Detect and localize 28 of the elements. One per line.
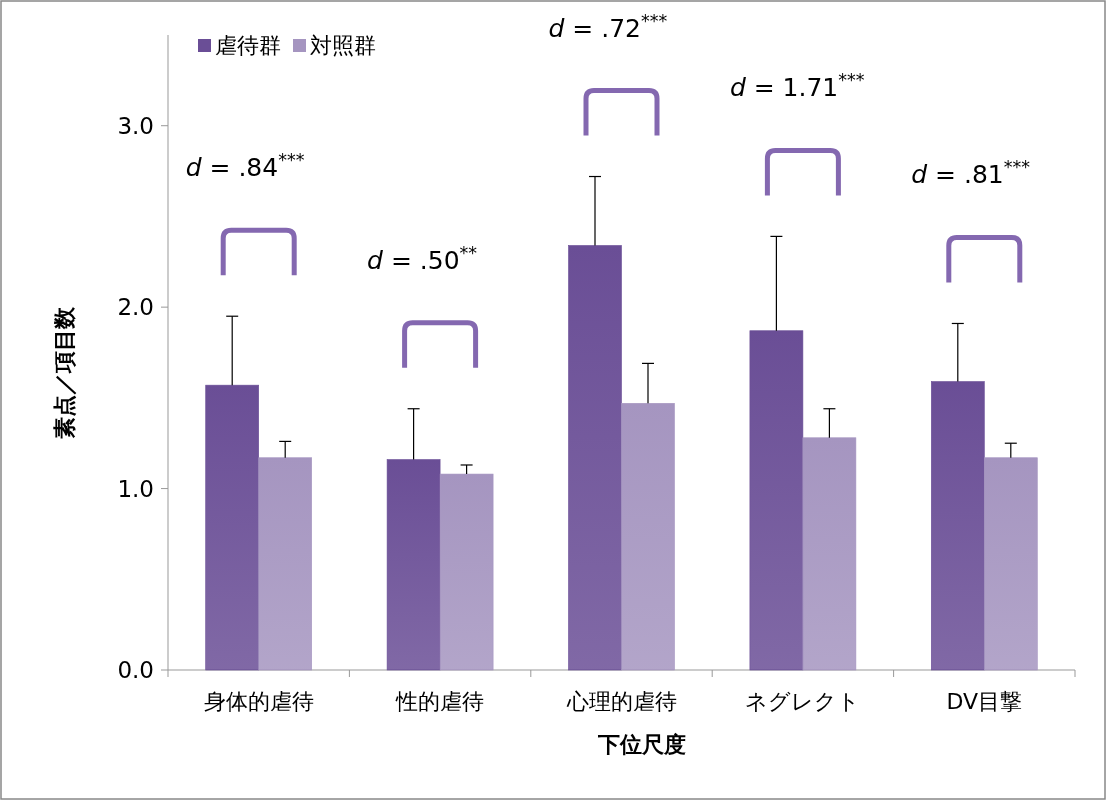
bar bbox=[621, 403, 675, 671]
annotation: d = .50$^{**}$ bbox=[367, 242, 478, 275]
y-tick-label: 3.0 bbox=[117, 112, 154, 139]
x-tick-label: ネグレクト bbox=[745, 689, 861, 714]
x-axis-title: 下位尺度 bbox=[596, 732, 686, 757]
annotation: d = 1.71$^{***}$ bbox=[729, 70, 865, 103]
y-tick-label: 2.0 bbox=[117, 294, 154, 321]
bar bbox=[984, 457, 1038, 671]
x-tick-label: 性的虐待 bbox=[395, 689, 485, 714]
annotation: d = .84$^{***}$ bbox=[185, 150, 305, 183]
annotation: d = .72$^{***}$ bbox=[548, 10, 668, 43]
bar bbox=[205, 384, 259, 671]
legend-label: 対照群 bbox=[310, 33, 376, 58]
bar bbox=[931, 381, 985, 671]
annotation: d = .81$^{***}$ bbox=[911, 157, 1031, 190]
bar bbox=[386, 459, 441, 671]
bar bbox=[568, 245, 622, 671]
y-axis-title: 素点／項目数 bbox=[52, 305, 77, 439]
legend-label: 虐待群 bbox=[215, 33, 281, 58]
x-tick-label: 身体的虐待 bbox=[203, 689, 314, 714]
bar bbox=[749, 330, 804, 671]
y-tick-label: 1.0 bbox=[117, 475, 154, 502]
y-tick-label: 0.0 bbox=[117, 657, 154, 683]
bar bbox=[802, 437, 857, 671]
x-tick-label: DV目撃 bbox=[946, 689, 1023, 714]
x-tick-label: 心理的虐待 bbox=[565, 689, 677, 714]
bar bbox=[439, 473, 494, 671]
bar bbox=[258, 457, 312, 671]
